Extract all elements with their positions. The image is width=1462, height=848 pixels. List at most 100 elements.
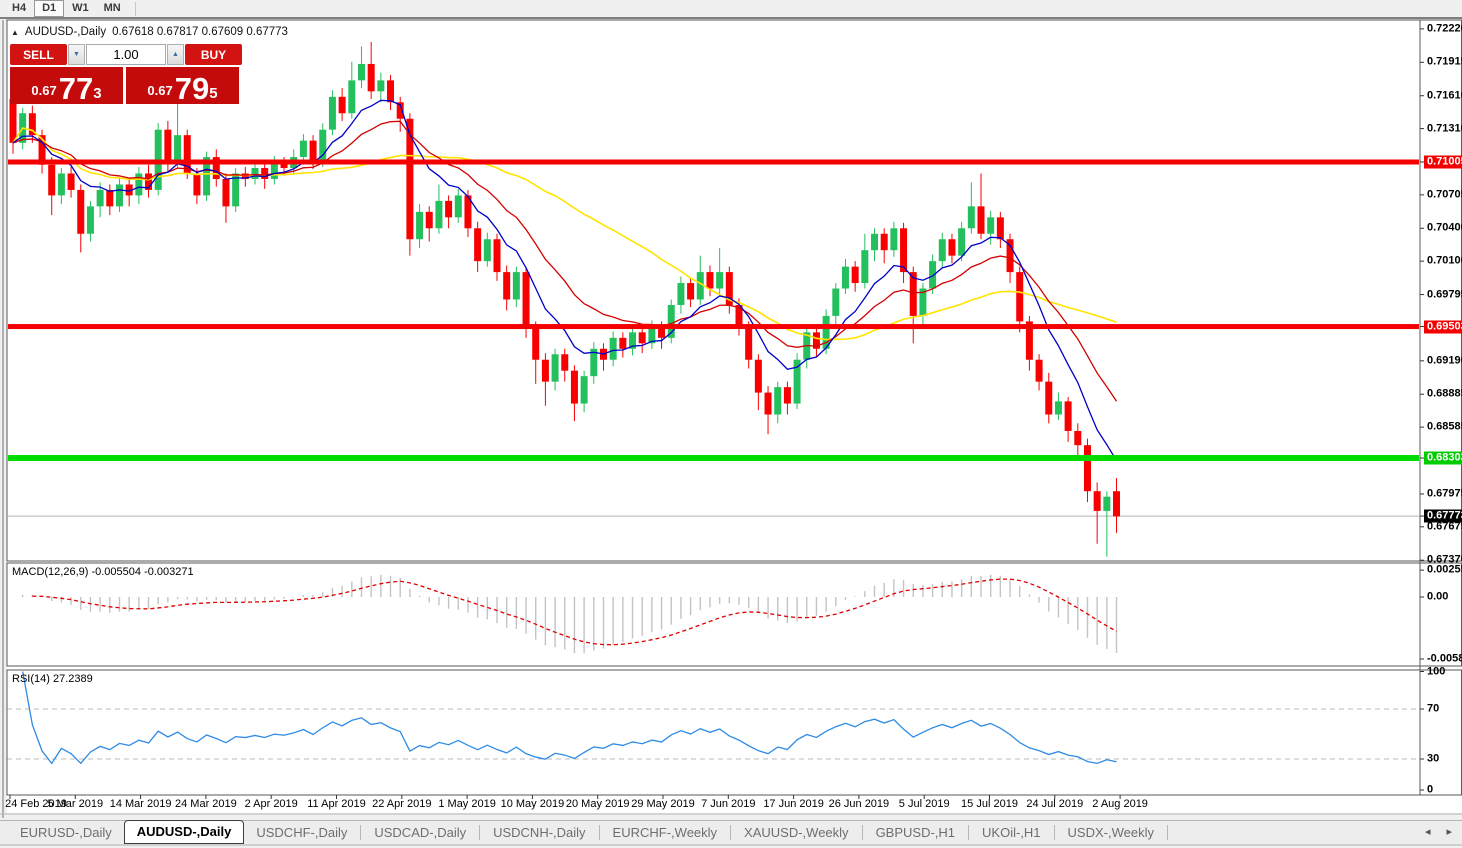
candlestick	[1035, 354, 1043, 391]
date-axis-label: 26 Jun 2019	[828, 798, 890, 810]
timeframe-button-mn[interactable]: MN	[103, 2, 121, 14]
candlestick	[241, 166, 249, 187]
candlestick	[474, 221, 482, 273]
candlestick	[958, 221, 966, 262]
date-axis-label: 11 Apr 2019	[307, 798, 366, 810]
arrow-up-icon: ▲	[172, 51, 179, 58]
date-axis-label: 14 Mar 2019	[109, 798, 172, 810]
collapse-arrow-icon[interactable]: ▲	[11, 27, 19, 37]
tab-gbpusd-h1[interactable]: GBPUSD-,H1	[875, 825, 956, 840]
candlestick	[48, 157, 56, 216]
date-axis-label: 7 Jun 2019	[701, 798, 756, 810]
candlestick	[841, 258, 849, 295]
candlestick	[396, 96, 404, 132]
candlestick	[77, 184, 85, 253]
sell-price-panel[interactable]: 0.67 77 3	[10, 67, 123, 104]
candlestick	[512, 266, 520, 308]
buy-price-sup: 5	[209, 85, 218, 102]
date-axis-label: 10 May 2019	[500, 798, 565, 810]
tab-eurchf-weekly[interactable]: EURCHF-,Weekly	[612, 825, 718, 840]
price-axis-label: 0.69795	[1427, 288, 1462, 301]
rsi-axis-label: 70	[1427, 702, 1440, 715]
candlestick	[696, 255, 704, 305]
volume-up-button[interactable]: ▲	[167, 44, 184, 65]
candlestick	[115, 177, 123, 212]
candlestick	[551, 348, 559, 391]
tab-separator	[479, 825, 481, 840]
timeframe-button-w1[interactable]: W1	[72, 2, 89, 14]
tab-scroll-right-icon[interactable]: ▸	[1446, 826, 1452, 838]
price-axis-label: 0.71915	[1427, 55, 1462, 68]
candlestick	[532, 321, 540, 384]
resistance-2-line[interactable]	[7, 324, 1420, 330]
candlestick	[57, 168, 65, 205]
tab-scroll-arrows: ◂ ▸	[1425, 825, 1452, 838]
macd-label: MACD(12,26,9) -0.005504 -0.003271	[12, 566, 194, 578]
candlestick	[900, 222, 908, 284]
rsi-axis-label: 100	[1427, 665, 1446, 677]
tab-xauusd-weekly[interactable]: XAUUSD-,Weekly	[744, 825, 849, 840]
candlestick	[570, 365, 578, 422]
tab-scroll-left-icon[interactable]: ◂	[1424, 826, 1431, 838]
price-axis-label: 0.67675	[1427, 520, 1462, 533]
candlestick	[145, 164, 153, 198]
candlestick	[483, 232, 491, 267]
buy-price-prefix: 0.67	[147, 83, 173, 98]
ma-fast-line	[12, 99, 1118, 461]
price-axis-label: 0.71005	[1424, 155, 1462, 169]
date-axis-label: 24 Mar 2019	[175, 798, 237, 810]
candlestick	[328, 90, 336, 136]
date-axis-label: 5 Jul 2019	[898, 798, 950, 810]
rsi-axis-label: 30	[1427, 752, 1440, 765]
candlestick	[251, 162, 259, 185]
tab-ukoil-h1[interactable]: UKOil-,H1	[982, 825, 1041, 840]
candlestick	[1074, 423, 1082, 459]
rsi-panel-area[interactable]	[8, 671, 1419, 794]
candlestick	[38, 129, 46, 174]
candlestick	[929, 254, 937, 295]
chart-tab-bar: EURUSD-,Daily AUDUSD-,Daily USDCHF-,Daily U…	[0, 819, 1462, 846]
resistance-1-line[interactable]	[7, 159, 1420, 165]
tab-usdcnh-daily[interactable]: USDCNH-,Daily	[493, 825, 586, 840]
candlestick	[357, 46, 365, 89]
price-axis-label: 0.70705	[1427, 188, 1462, 201]
buy-price-panel[interactable]: 0.67 79 5	[126, 67, 239, 104]
tab-usdx-weekly[interactable]: USDX-,Weekly	[1067, 825, 1154, 840]
rsi-line	[22, 671, 1117, 765]
volume-down-button[interactable]: ▼	[68, 44, 85, 65]
tab-usdchf-daily[interactable]: USDCHF-,Daily	[256, 825, 348, 840]
candlestick	[377, 72, 385, 103]
trade-controls-row: SELL ▼ 1.00 ▲ BUY	[10, 44, 242, 65]
sell-button[interactable]: SELL	[10, 44, 67, 65]
candlestick	[1083, 438, 1091, 503]
buy-button[interactable]: BUY	[185, 44, 242, 65]
candlestick	[580, 370, 588, 413]
candlestick	[871, 228, 879, 262]
macd-panel-area[interactable]	[8, 564, 1419, 665]
candlestick	[348, 61, 356, 119]
tab-eurusd-daily[interactable]: EURUSD-,Daily	[20, 825, 112, 840]
timeframe-button-h4[interactable]: H4	[12, 2, 27, 14]
candlestick	[851, 261, 859, 292]
tab-audusd-daily[interactable]: AUDUSD-,Daily	[123, 819, 245, 844]
candlestick	[174, 91, 182, 169]
chart-ohlc-title: ▲ AUDUSD-,Daily 0.67618 0.67817 0.67609 …	[11, 26, 288, 38]
tab-usdcad-daily[interactable]: USDCAD-,Daily	[374, 825, 467, 840]
date-axis-label: 15 Jul 2019	[961, 798, 1018, 810]
volume-input[interactable]: 1.00	[86, 44, 166, 65]
candlestick	[812, 326, 820, 358]
timeframe-button-d1[interactable]: D1	[34, 0, 65, 17]
candlestick	[687, 277, 695, 308]
candlestick	[754, 354, 762, 411]
support-1-line[interactable]	[7, 455, 1420, 462]
tab-separator	[360, 825, 362, 840]
candlestick	[541, 353, 549, 406]
candlestick	[861, 233, 869, 289]
candlestick	[667, 299, 675, 344]
candlestick	[1064, 396, 1072, 442]
ma-mid-line	[12, 120, 1118, 402]
candlestick	[629, 326, 637, 356]
